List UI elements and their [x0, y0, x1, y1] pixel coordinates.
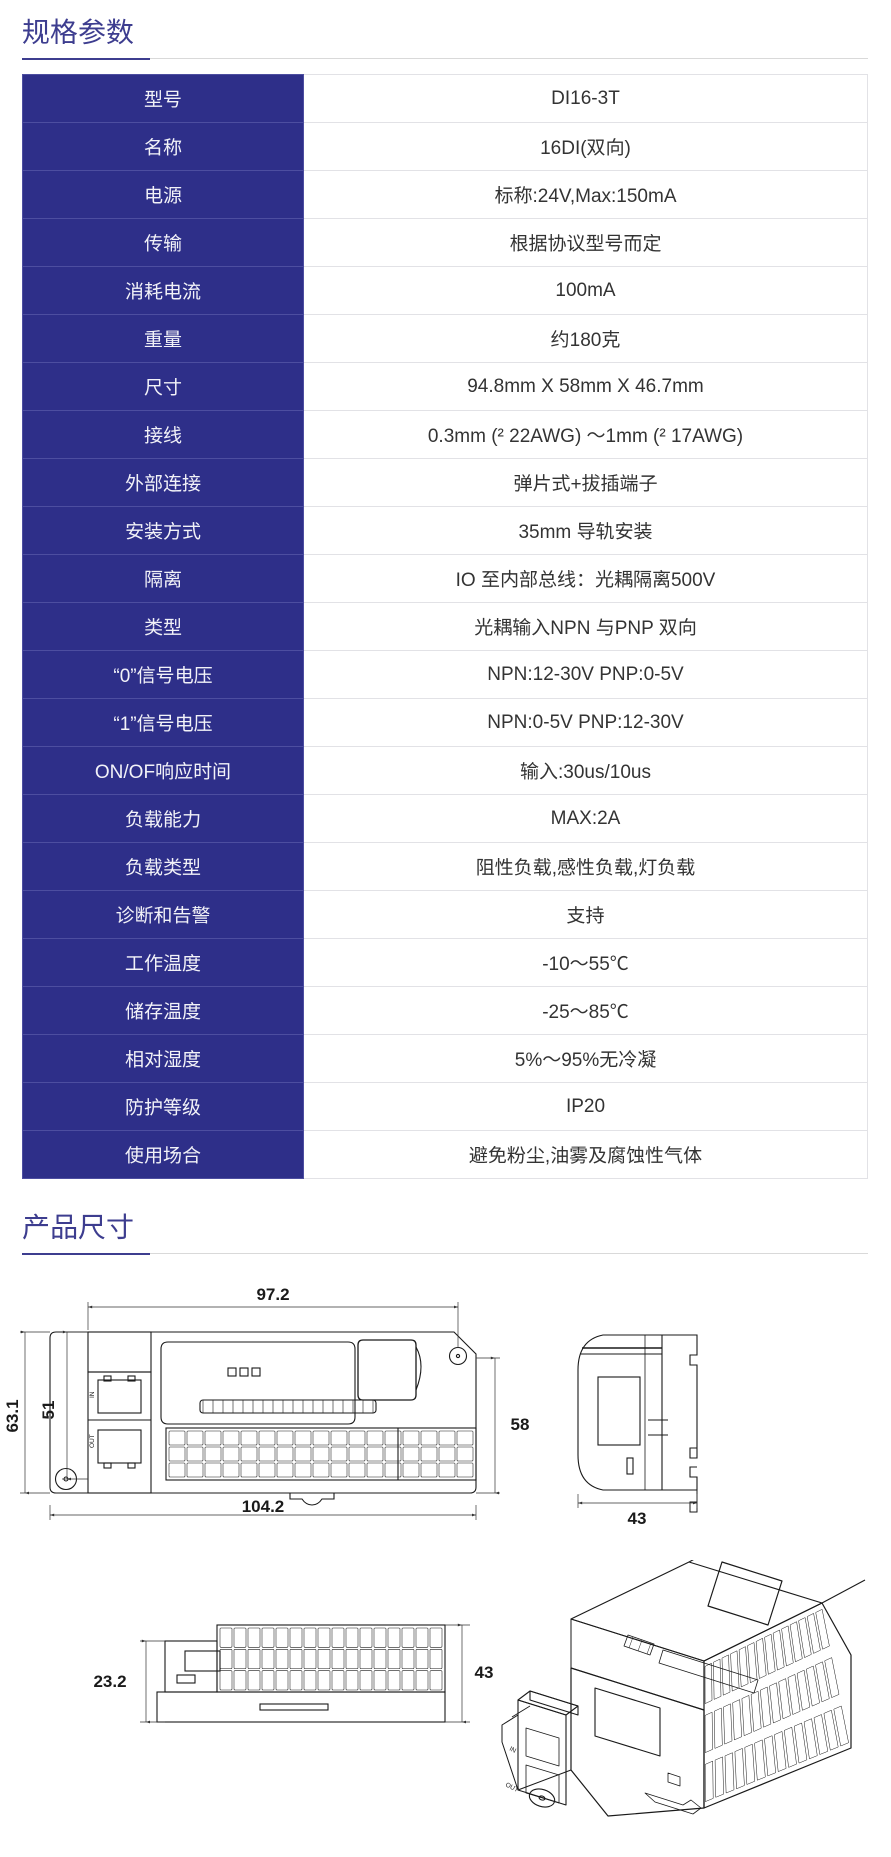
svg-text:104.2: 104.2	[242, 1497, 285, 1516]
svg-text:23.2: 23.2	[93, 1672, 126, 1691]
svg-text:43: 43	[628, 1509, 647, 1528]
svg-text:97.2: 97.2	[256, 1285, 289, 1304]
svg-text:OUT: OUT	[89, 1434, 96, 1448]
svg-text:63.1: 63.1	[3, 1399, 22, 1432]
svg-text:IN: IN	[89, 1391, 96, 1398]
svg-text:58: 58	[511, 1415, 530, 1434]
svg-text:43: 43	[475, 1663, 494, 1682]
svg-text:51: 51	[39, 1401, 58, 1420]
svg-text:IN: IN	[508, 1746, 517, 1755]
